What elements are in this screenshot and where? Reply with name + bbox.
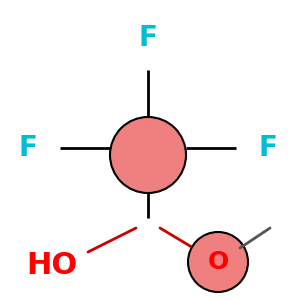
Text: F: F <box>19 134 38 162</box>
Circle shape <box>188 232 248 292</box>
Text: HO: HO <box>26 250 78 280</box>
Text: F: F <box>139 24 158 52</box>
Text: F: F <box>259 134 278 162</box>
Circle shape <box>110 117 186 193</box>
Text: O: O <box>207 250 229 274</box>
